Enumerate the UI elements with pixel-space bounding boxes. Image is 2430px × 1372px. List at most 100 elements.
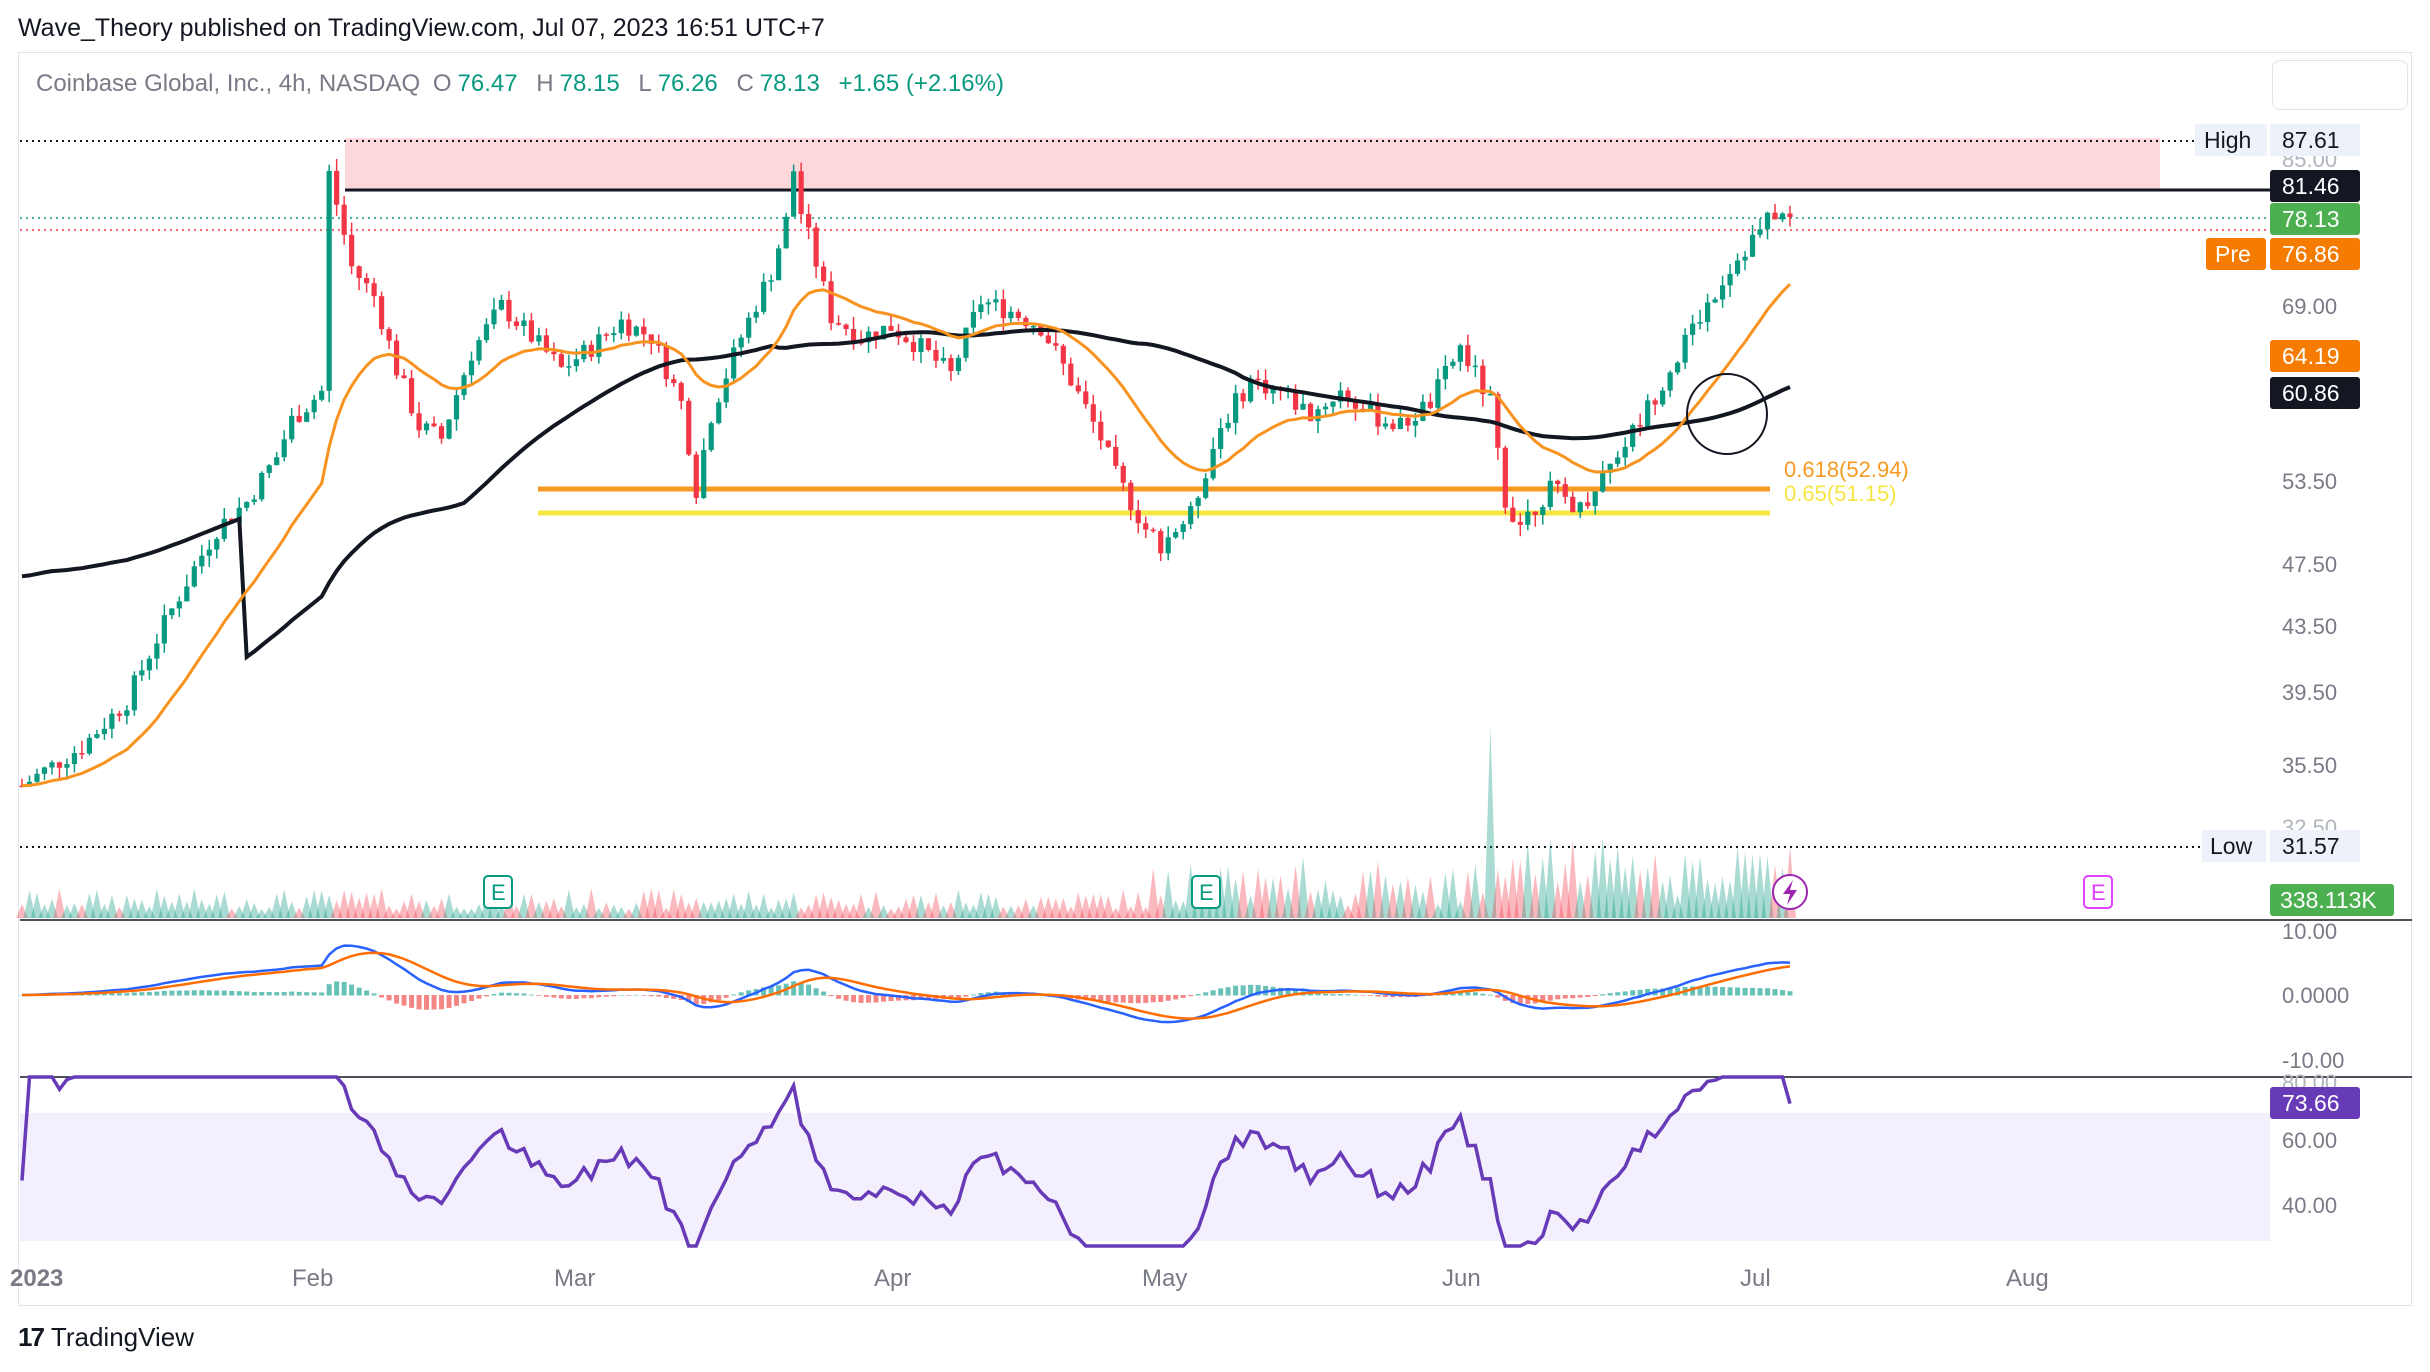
volume-bar xyxy=(60,905,73,918)
macd-histogram-bar xyxy=(1143,995,1149,1003)
rsi-axis[interactable]: 80.00 60.00 40.00 73.66 xyxy=(2270,1070,2360,1218)
volume-bar xyxy=(1476,892,1489,918)
macd-histogram-bar xyxy=(1278,987,1284,996)
macd-histogram-bar xyxy=(431,995,437,1010)
tradingview-footer[interactable]: 17 TradingView xyxy=(18,1322,194,1353)
macd-histogram-bar xyxy=(483,995,489,997)
candle-body xyxy=(364,277,370,284)
macd-histogram-bar xyxy=(1667,987,1673,996)
candle-body xyxy=(1525,511,1531,525)
candle-body xyxy=(1090,404,1096,422)
candle-body xyxy=(378,296,385,330)
candle-body xyxy=(813,227,819,267)
dividend-lightning-icon[interactable] xyxy=(1772,874,1808,910)
candle-body xyxy=(1427,401,1434,408)
macd-histogram-bar xyxy=(1173,995,1179,1000)
volume-bar xyxy=(1282,887,1295,918)
volume-bar xyxy=(1267,877,1280,918)
volume-bar xyxy=(974,891,987,918)
candle-body xyxy=(116,713,122,716)
candle-body xyxy=(71,753,78,765)
candle-body xyxy=(573,359,579,367)
macd-pane xyxy=(19,944,1793,1024)
macd-histogram-bar xyxy=(1397,995,1403,998)
earnings-marker-1[interactable]: E xyxy=(483,875,513,909)
macd-histogram-bar xyxy=(1645,988,1651,996)
volume-bar xyxy=(105,895,118,918)
candle-body xyxy=(978,304,984,313)
candle-body xyxy=(566,366,572,368)
volume-bar xyxy=(1641,867,1654,918)
candle-body xyxy=(1547,480,1553,507)
volume-bar xyxy=(1109,907,1122,918)
macd-histogram-bar xyxy=(146,991,152,996)
volume-bar xyxy=(180,901,193,918)
candle-body xyxy=(491,309,497,325)
earnings-marker-3[interactable]: E xyxy=(2083,875,2113,909)
last-value: 78.13 xyxy=(2282,206,2340,232)
price-axis[interactable]: 85.00 69.00 53.50 47.50 43.50 39.50 35.5… xyxy=(2195,124,2394,916)
candle-body xyxy=(1637,425,1643,427)
time-axis[interactable]: 2023 Feb Mar Apr May Jun Jul Aug xyxy=(10,1265,2049,1292)
volume-bar xyxy=(53,888,66,918)
volume-bar xyxy=(323,894,336,918)
macd-histogram-bar xyxy=(1098,995,1104,1002)
price-chart[interactable]: 0.618(52.94) 0.65(51.15) E E E 85.00 69.… xyxy=(0,0,2430,1310)
candle-body xyxy=(1150,529,1156,532)
candle-body xyxy=(1562,484,1568,497)
macd-axis[interactable]: 10.00 0.0000 -10.00 xyxy=(2282,919,2349,1073)
legend-open: O 76.47 xyxy=(432,70,518,97)
volume-bar xyxy=(1042,896,1055,918)
candle-body xyxy=(1053,343,1059,346)
candle-body xyxy=(708,423,714,450)
volume-bar xyxy=(173,893,186,918)
macd-histogram-bar xyxy=(439,995,445,1010)
candle-body xyxy=(431,423,437,427)
candle-body xyxy=(1622,446,1628,458)
macd-histogram-bar xyxy=(1525,995,1531,1004)
macd-histogram-bar xyxy=(1203,992,1209,996)
volume-bar xyxy=(203,903,216,918)
candle-body xyxy=(251,499,257,502)
macd-histogram-bar xyxy=(1188,995,1194,997)
pre-value: 76.86 xyxy=(2282,241,2340,267)
volume-bar xyxy=(570,907,583,918)
macd-histogram-bar xyxy=(476,995,482,999)
macd-histogram-bar xyxy=(394,995,400,1004)
macd-histogram-bar xyxy=(746,990,752,996)
volume-bar xyxy=(398,900,411,918)
candle-body xyxy=(701,449,707,498)
candle-body xyxy=(618,319,624,334)
macd-histogram-bar xyxy=(1390,995,1396,998)
candle-body xyxy=(746,317,752,338)
rsi-band xyxy=(20,1113,2270,1241)
volume-bar xyxy=(1401,876,1414,918)
candle-body xyxy=(86,737,93,754)
candle-body xyxy=(596,334,602,357)
legend-change: +1.65 (+2.16%) xyxy=(838,70,1004,97)
candle-body xyxy=(865,331,872,343)
volume-bar xyxy=(1222,866,1235,918)
volume-bar xyxy=(1484,726,1497,918)
candle-body xyxy=(783,216,789,249)
volume-bar xyxy=(615,907,628,918)
legend-high: H 78.15 xyxy=(536,70,620,97)
macd-histogram-bar xyxy=(1285,988,1291,996)
top-right-box[interactable] xyxy=(2272,60,2408,110)
candle-body xyxy=(334,170,340,205)
candle-body xyxy=(551,351,557,355)
earnings-marker-2[interactable]: E xyxy=(1191,875,1221,909)
volume-bar xyxy=(1634,870,1647,918)
volume-bar xyxy=(652,889,665,918)
macd-histogram-bar xyxy=(663,995,669,999)
volume-bar xyxy=(1469,864,1482,918)
volume-bar xyxy=(1686,860,1699,918)
time-label-aug: Aug xyxy=(2006,1265,2049,1292)
symbol-title[interactable]: Coinbase Global, Inc., 4h, NASDAQ xyxy=(36,70,421,97)
volume-bar xyxy=(1671,894,1684,918)
volume-bar xyxy=(1364,869,1377,918)
candle-body xyxy=(1143,523,1149,530)
macd-histogram-bar xyxy=(1585,995,1591,998)
macd-histogram-bar xyxy=(1712,986,1718,996)
volume-bar xyxy=(278,889,291,918)
